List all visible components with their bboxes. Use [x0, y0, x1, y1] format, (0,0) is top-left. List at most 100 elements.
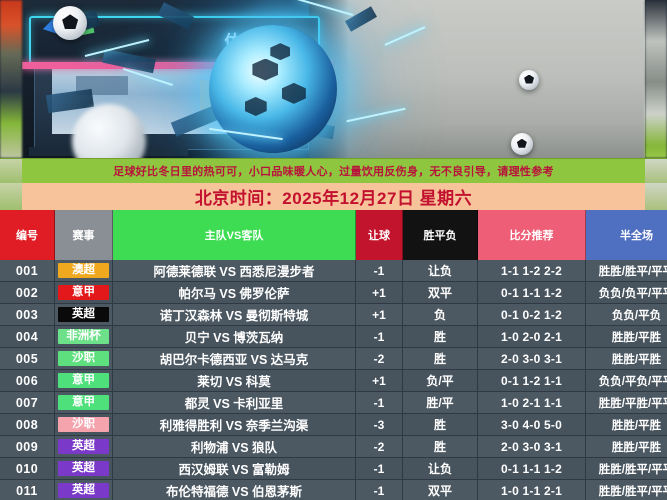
column-header-match[interactable]: 主队VS客队	[112, 210, 356, 260]
cell-league[interactable]: 意甲	[54, 369, 113, 392]
cell-league[interactable]: 英超	[54, 435, 113, 458]
ball-hex	[281, 82, 306, 104]
league-badge: 英超	[58, 439, 109, 454]
league-badge: 非洲杯	[58, 329, 109, 344]
cell-league[interactable]: 沙职	[54, 347, 113, 370]
cell-handicap: +1	[355, 281, 403, 304]
column-header-wdl[interactable]: 胜平负	[402, 210, 478, 260]
cell-id: 001	[0, 260, 55, 282]
league-badge: 英超	[58, 483, 109, 498]
league-badge: 澳超	[58, 263, 109, 278]
cell-match: 贝宁 VS 博茨瓦纳	[112, 325, 356, 348]
notice-right-strip	[645, 159, 667, 183]
cell-league[interactable]: 英超	[54, 479, 113, 500]
league-badge: 英超	[58, 461, 109, 476]
hero-banner: 体育彩票	[0, 0, 667, 158]
cell-halffull: 胜胜/平胜/平平	[585, 391, 667, 414]
cell-league[interactable]: 英超	[54, 303, 113, 326]
column-header-handicap[interactable]: 让球	[355, 210, 403, 260]
notice-left-strip	[0, 159, 22, 183]
cell-wdl: 负/平	[402, 369, 478, 392]
league-badge: 英超	[58, 307, 109, 322]
cell-halffull: 负负/平负	[585, 303, 667, 326]
match-table: 编号 赛事 主队VS客队 让球 胜平负 比分推荐 半全场 进球数 001澳超阿德…	[0, 210, 667, 500]
column-header-score[interactable]: 比分推荐	[477, 210, 586, 260]
date-right-strip	[645, 183, 667, 210]
cell-match: 莱切 VS 科莫	[112, 369, 356, 392]
cell-score: 2-0 3-0 3-1	[477, 347, 586, 370]
table-row[interactable]: 001 澳超 阿德莱德联 VS 西悉尼漫步者 -1 让负 1-1 1-2 2-2 胜胜/胜平…	[0, 260, 667, 282]
date-bar: 北京时间：2025年12月27日 星期六	[0, 183, 667, 210]
cell-score: 0-1 0-2 1-2	[477, 303, 586, 326]
date-left-strip	[0, 183, 22, 210]
banner-artwork: 体育彩票	[22, 0, 645, 158]
soccer-ball-icon	[53, 6, 88, 41]
cell-halffull: 负负/负平/平平	[585, 281, 667, 304]
cell-league[interactable]: 意甲	[54, 391, 113, 414]
cell-league[interactable]: 澳超	[54, 260, 113, 282]
league-badge: 沙职	[58, 351, 109, 366]
cell-halffull: 胜胜/平胜	[585, 413, 667, 436]
cell-score: 0-1 1-1 1-2	[477, 281, 586, 304]
cell-handicap: -2	[355, 347, 403, 370]
cell-id: 002	[0, 281, 55, 304]
cell-handicap: -2	[355, 435, 403, 458]
cell-halffull: 负负/平负/平平	[585, 369, 667, 392]
column-header-id[interactable]: 编号	[0, 210, 55, 260]
league-badge: 意甲	[58, 373, 109, 388]
cell-wdl: 胜	[402, 413, 478, 436]
cell-wdl: 负	[402, 303, 478, 326]
column-header-halffull[interactable]: 半全场	[585, 210, 667, 260]
ball-hex	[244, 96, 267, 116]
cell-wdl: 让负	[402, 457, 478, 480]
cell-match: 阿德莱德联 VS 西悉尼漫步者	[112, 260, 356, 282]
cell-id: 005	[0, 347, 55, 370]
cell-halffull: 胜胜/平胜	[585, 325, 667, 348]
cell-wdl: 双平	[402, 479, 478, 500]
cell-match: 诺丁汉森林 VS 曼彻斯特城	[112, 303, 356, 326]
cell-halffull: 胜胜/胜平/平平	[585, 457, 667, 480]
cell-wdl: 胜	[402, 435, 478, 458]
table-head: 编号 赛事 主队VS客队 让球 胜平负 比分推荐 半全场 进球数	[0, 210, 667, 260]
table-row[interactable]: 011 英超 布伦特福德 VS 伯恩茅斯 -1 双平 1-0 1-1 2-1 胜胜/胜平/平…	[0, 479, 667, 500]
cell-match: 利物浦 VS 狼队	[112, 435, 356, 458]
cell-halffull: 胜胜/平胜	[585, 347, 667, 370]
banner-wall	[308, 0, 645, 158]
cell-score: 1-0 1-1 2-1	[477, 479, 586, 500]
column-header-league[interactable]: 赛事	[54, 210, 113, 260]
cell-league[interactable]: 英超	[54, 457, 113, 480]
cell-halffull: 胜胜/胜平/平平	[585, 260, 667, 282]
cell-id: 010	[0, 457, 55, 480]
cell-wdl: 胜/平	[402, 391, 478, 414]
cell-league[interactable]: 沙职	[54, 413, 113, 436]
cell-handicap: -1	[355, 391, 403, 414]
cell-league[interactable]: 意甲	[54, 281, 113, 304]
cell-score: 1-0 2-1 1-1	[477, 391, 586, 414]
cell-match: 帕尔马 VS 佛罗伦萨	[112, 281, 356, 304]
sign-stripe	[22, 62, 332, 70]
cell-league[interactable]: 非洲杯	[54, 325, 113, 348]
match-table-container[interactable]: 编号 赛事 主队VS客队 让球 胜平负 比分推荐 半全场 进球数 001澳超阿德…	[0, 210, 667, 500]
cell-score: 1-0 2-0 2-1	[477, 325, 586, 348]
cell-match: 都灵 VS 卡利亚里	[112, 391, 356, 414]
cell-handicap: +1	[355, 303, 403, 326]
league-badge: 意甲	[58, 285, 109, 300]
cell-id: 009	[0, 435, 55, 458]
cell-handicap: -3	[355, 413, 403, 436]
league-badge: 沙职	[58, 417, 109, 432]
soccer-ball-blurred-icon	[71, 104, 146, 158]
cell-wdl: 胜	[402, 347, 478, 370]
cell-wdl: 胜	[402, 325, 478, 348]
cell-halffull: 胜胜/胜平/平平	[585, 479, 667, 500]
table-body: 001 澳超 阿德莱德联 VS 西悉尼漫步者 -1 让负 1-1 1-2 2-2 胜胜/胜平…	[0, 260, 667, 500]
league-badge: 意甲	[58, 395, 109, 410]
